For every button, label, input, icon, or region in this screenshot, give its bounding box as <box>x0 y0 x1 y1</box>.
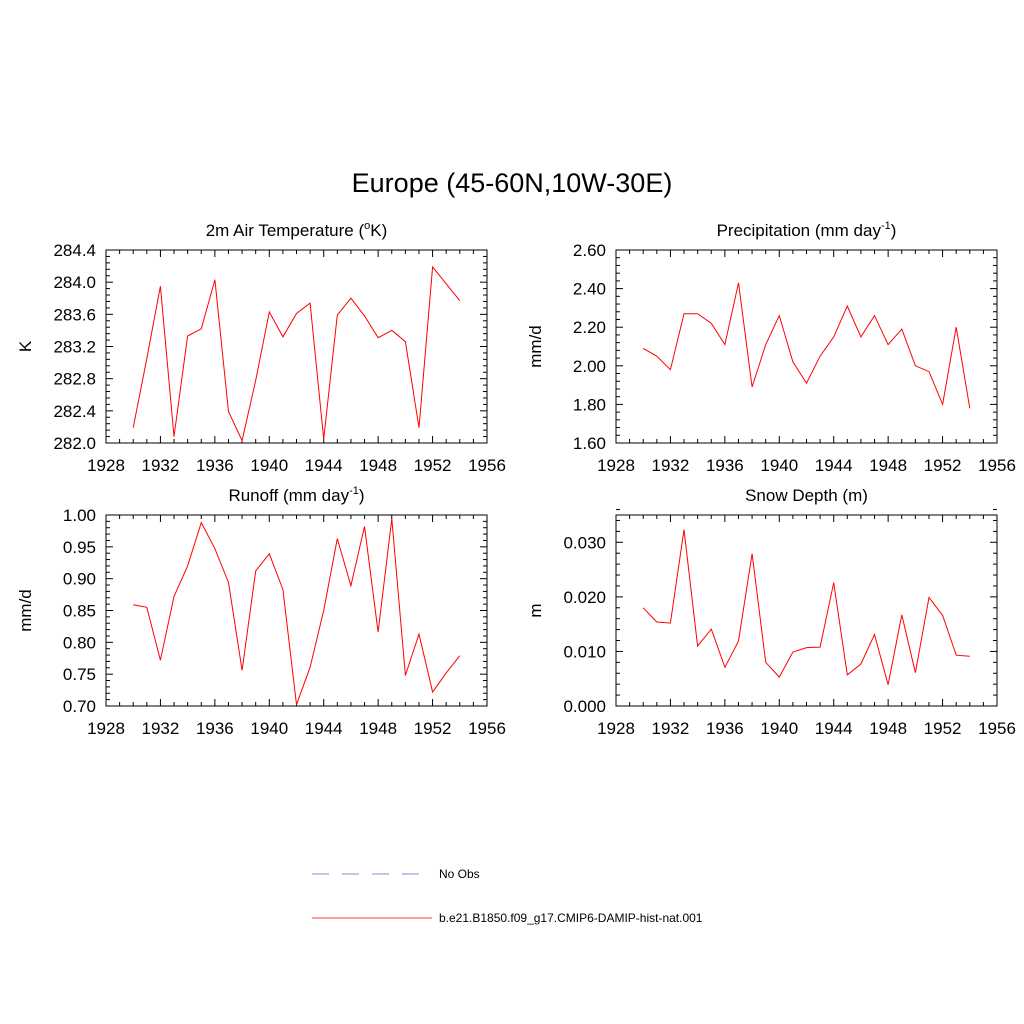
x-tick-label: 1948 <box>359 719 397 738</box>
x-tick-label: 1928 <box>87 719 125 738</box>
x-tick-label: 1928 <box>597 456 635 475</box>
y-tick-label: 0.020 <box>563 588 606 607</box>
panel-2: 1928 1932 1936 1940 1944 1948 1952 1956 1.60 1.80… <box>526 220 1016 475</box>
y-tick-label: 2.60 <box>573 241 606 260</box>
x-tick-label: 1956 <box>468 719 506 738</box>
x-tick-label: 1928 <box>87 456 125 475</box>
y-axis-label: mm/d <box>16 589 35 632</box>
x-tick-label: 1936 <box>196 456 234 475</box>
x-tick-label: 1932 <box>652 456 690 475</box>
x-tick-label: 1936 <box>706 719 744 738</box>
y-tick-label: 1.00 <box>63 506 96 525</box>
y-axis-label: m <box>526 603 545 617</box>
y-tick-label: 0.010 <box>563 642 606 661</box>
x-tick-label: 1932 <box>652 719 690 738</box>
y-tick-label: 282.4 <box>53 402 96 421</box>
x-tick-label: 1944 <box>305 456 343 475</box>
x-tick-label: 1940 <box>760 719 798 738</box>
series-line <box>133 518 461 705</box>
y-tick-label: 2.20 <box>573 318 606 337</box>
series-line <box>642 529 970 685</box>
y-tick-label: 282.8 <box>53 370 96 389</box>
x-tick-label: 1956 <box>978 719 1016 738</box>
x-tick-label: 1928 <box>597 719 635 738</box>
y-tick-label: 284.0 <box>53 273 96 292</box>
plot-frame <box>615 514 998 707</box>
x-tick-label: 1948 <box>869 719 907 738</box>
x-tick-label: 1944 <box>815 456 853 475</box>
x-tick-label: 1948 <box>869 456 907 475</box>
panel-title: Runoff (mm day-1) <box>228 485 364 505</box>
y-tick-label: 1.80 <box>573 395 606 414</box>
y-tick-label: 0.000 <box>563 697 606 716</box>
x-tick-label: 1932 <box>142 456 180 475</box>
panel-title: Snow Depth (m) <box>745 486 868 505</box>
y-axis-label: K <box>16 340 35 352</box>
x-tick-label: 1944 <box>815 719 853 738</box>
y-tick-label: 0.030 <box>563 533 606 552</box>
x-tick-label: 1936 <box>196 719 234 738</box>
legend-label: b.e21.B1850.f09_g17.CMIP6-DAMIP-hist-nat… <box>439 911 703 925</box>
y-tick-label: 283.6 <box>53 305 96 324</box>
y-tick-label: 1.60 <box>573 434 606 453</box>
x-tick-label: 1952 <box>924 719 962 738</box>
y-tick-label: 284.4 <box>53 241 96 260</box>
x-tick-label: 1940 <box>760 456 798 475</box>
y-tick-label: 0.80 <box>63 633 96 652</box>
y-axis-label: mm/d <box>526 325 545 368</box>
x-tick-label: 1940 <box>250 719 288 738</box>
series-line <box>642 282 971 409</box>
panel-4: 1928 1932 1936 1940 1944 1948 1952 1956 0.000 0.0… <box>526 486 1016 738</box>
y-tick-label: 0.70 <box>63 697 96 716</box>
panel-title: Precipitation (mm day-1) <box>717 220 897 240</box>
x-tick-label: 1952 <box>414 456 452 475</box>
x-tick-label: 1940 <box>250 456 288 475</box>
x-tick-label: 1952 <box>924 456 962 475</box>
x-tick-label: 1944 <box>305 719 343 738</box>
legend-label: No Obs <box>439 867 480 881</box>
y-tick-label: 0.95 <box>63 538 96 557</box>
y-tick-label: 282.0 <box>53 434 96 453</box>
panel-title: 2m Air Temperature (oK) <box>206 220 388 240</box>
series-line <box>132 265 461 443</box>
x-tick-label: 1948 <box>359 456 397 475</box>
panel-3: 1928 1932 1936 1940 1944 1948 1952 1956 0.70 0.75… <box>16 485 506 738</box>
main-title: Europe (45-60N,10W-30E) <box>351 168 673 198</box>
plot-frame <box>105 514 488 707</box>
x-tick-label: 1956 <box>468 456 506 475</box>
legend: No Obs b.e21.B1850.f09_g17.CMIP6-DAMIP-hi… <box>312 867 703 925</box>
y-tick-label: 0.85 <box>63 602 96 621</box>
y-tick-label: 2.00 <box>573 357 606 376</box>
x-tick-label: 1932 <box>142 719 180 738</box>
panel-1: 1928 1932 1936 1940 1944 1948 1952 1956 282.0 282… <box>16 220 506 475</box>
x-tick-label: 1952 <box>414 719 452 738</box>
plot-frame <box>105 249 488 444</box>
y-tick-label: 283.2 <box>53 338 96 357</box>
x-tick-label: 1956 <box>978 456 1016 475</box>
x-tick-label: 1936 <box>706 456 744 475</box>
plot-frame <box>615 249 998 444</box>
y-tick-label: 2.40 <box>573 280 606 299</box>
y-tick-label: 0.90 <box>63 570 96 589</box>
y-tick-label: 0.75 <box>63 665 96 684</box>
